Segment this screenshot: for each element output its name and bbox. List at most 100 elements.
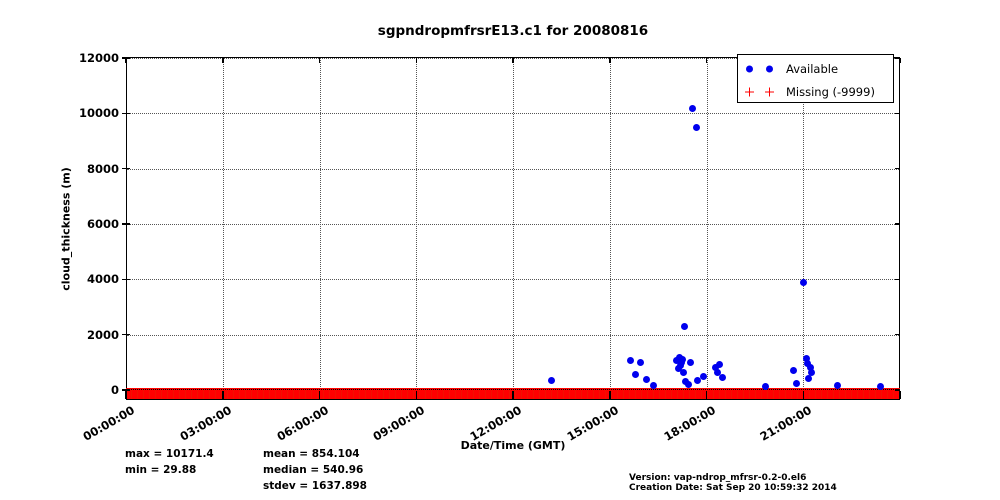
- stats-column-1: max = 10171.4 min = 29.88: [125, 446, 214, 478]
- plot-title: sgpndropmfrsrE13.c1 for 20080816: [377, 23, 649, 39]
- x-gridline: [416, 58, 418, 399]
- y-tick-mark-right: [895, 389, 900, 391]
- data-point-available: [686, 359, 694, 367]
- y-tick-label: 0: [110, 383, 119, 397]
- y-tick-label: 12000: [78, 51, 119, 65]
- data-point-available: [673, 357, 681, 365]
- data-point-available: [800, 279, 808, 287]
- y-tick-mark-left: [122, 333, 130, 336]
- x-tick-mark-bottom: [802, 391, 804, 399]
- missing-plus-icon: [745, 87, 754, 97]
- x-tick-label: 12:00:00: [467, 403, 524, 444]
- data-point-available: [714, 368, 722, 376]
- x-gridline: [222, 58, 224, 399]
- y-tick-mark-left: [122, 223, 130, 225]
- data-point-available: [712, 363, 720, 371]
- data-point-available: [548, 376, 556, 384]
- data-point-available: [804, 375, 812, 383]
- y-tick-mark-right: [895, 278, 900, 281]
- data-point-available: [680, 368, 688, 376]
- data-point-available: [699, 372, 707, 380]
- stats-column-2: mean = 854.104 median = 540.96 stdev = 1…: [263, 446, 367, 494]
- data-point-available: [803, 360, 811, 368]
- creation-date-text: Creation Date: Sat Sep 20 10:59:32 2014: [629, 483, 837, 493]
- data-point-available: [807, 368, 815, 376]
- x-tick-mark-top: [415, 58, 417, 63]
- data-point-available: [833, 381, 841, 389]
- stat-max: max = 10171.4: [125, 448, 214, 460]
- y-tick-label: 8000: [86, 161, 119, 176]
- data-point-available: [715, 360, 723, 368]
- x-tick-label: 00:00:00: [80, 403, 137, 444]
- x-tick-mark-bottom: [222, 391, 224, 399]
- y-tick-mark-left: [122, 167, 130, 170]
- x-gridline: [609, 58, 611, 399]
- available-dot-icon: [766, 65, 773, 73]
- legend-box: Available Missing (-9999): [737, 54, 894, 103]
- data-point-available: [790, 367, 798, 375]
- y-tick-mark-right: [895, 167, 900, 170]
- legend-label-missing: Missing (-9999): [786, 85, 875, 99]
- x-tick-mark-bottom: [415, 391, 417, 399]
- data-point-available: [689, 105, 697, 113]
- x-gridline: [319, 58, 321, 399]
- y-tick-label: 10000: [78, 106, 119, 121]
- data-point-available: [679, 355, 687, 363]
- x-axis-title: Date/Time (GMT): [460, 439, 566, 452]
- x-tick-label: 21:00:00: [757, 403, 815, 444]
- y-tick-mark-left: [122, 112, 130, 115]
- x-gridline: [513, 58, 514, 399]
- x-tick-mark-bottom: [512, 391, 514, 399]
- x-tick-mark-top: [512, 58, 514, 63]
- x-tick-label: 18:00:00: [660, 403, 718, 444]
- y-tick-label: 2000: [86, 327, 119, 342]
- data-point-available: [643, 376, 651, 384]
- x-tick-mark-top: [318, 58, 321, 63]
- stat-min: min = 29.88: [125, 464, 197, 476]
- y-tick-mark-right: [895, 57, 900, 59]
- stat-stdev: stdev = 1637.898: [263, 480, 367, 492]
- legend-entry-available: Available: [738, 57, 893, 81]
- x-tick-label: 09:00:00: [370, 403, 428, 444]
- x-tick-mark-top: [609, 58, 611, 63]
- x-gridline: [803, 58, 805, 399]
- data-point-available: [806, 363, 814, 371]
- zero-gridline: [126, 389, 900, 390]
- data-point-available: [649, 381, 657, 389]
- y-tick-mark-right: [895, 333, 900, 336]
- x-tick-mark-bottom: [609, 391, 611, 399]
- x-tick-mark-top: [705, 58, 708, 63]
- data-point-available: [627, 356, 635, 364]
- legend-label-available: Available: [786, 62, 839, 76]
- data-point-available: [636, 358, 644, 366]
- data-point-available: [877, 382, 885, 390]
- data-point-available: [719, 373, 727, 381]
- data-point-available: [692, 123, 700, 131]
- data-point-available: [792, 379, 800, 387]
- x-tick-label: 15:00:00: [564, 403, 621, 444]
- x-tick-mark-top: [899, 58, 901, 63]
- version-text: Version: vap-ndrop_mfrsr-0.2-0.el6: [629, 473, 807, 483]
- x-tick-mark-top: [125, 58, 127, 63]
- x-tick-mark-top: [222, 58, 224, 63]
- x-tick-mark-bottom: [125, 391, 127, 399]
- x-tick-mark-bottom: [899, 391, 901, 399]
- data-point-available: [802, 354, 810, 362]
- x-gridline: [706, 58, 708, 399]
- available-dot-icon: [746, 65, 753, 73]
- x-tick-mark-bottom: [705, 391, 708, 399]
- footer-block: Version: vap-ndrop_mfrsr-0.2-0.el6 Creat…: [629, 473, 837, 493]
- stat-median: median = 540.96: [263, 464, 364, 476]
- y-tick-mark-right: [895, 112, 900, 115]
- stat-mean: mean = 854.104: [263, 448, 360, 460]
- data-point-available: [761, 382, 769, 390]
- legend-entry-missing: Missing (-9999): [738, 80, 893, 104]
- missing-plus-icon: [765, 87, 774, 97]
- data-point-available: [685, 380, 693, 388]
- y-tick-label: 6000: [86, 217, 119, 231]
- data-point-available: [681, 323, 689, 331]
- y-tick-mark-left: [122, 278, 130, 281]
- y-tick-label: 4000: [86, 272, 119, 287]
- data-point-available: [693, 376, 701, 384]
